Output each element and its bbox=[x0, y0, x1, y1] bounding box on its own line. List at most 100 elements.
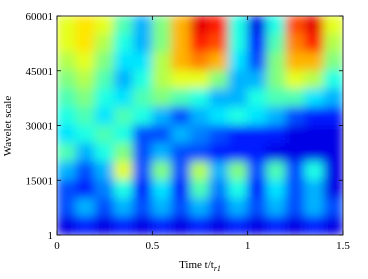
heatmap-cell bbox=[285, 216, 306, 235]
heatmap-cell bbox=[94, 143, 115, 163]
heatmap-cell bbox=[94, 161, 115, 181]
heatmap-cell bbox=[132, 88, 153, 108]
heatmap-cell bbox=[189, 106, 211, 126]
heatmap-cell bbox=[113, 70, 134, 90]
heatmap-cell bbox=[247, 216, 268, 235]
heatmap-cell bbox=[94, 106, 115, 126]
heatmap-cell bbox=[247, 70, 268, 90]
heatmap-cell bbox=[57, 143, 77, 163]
heatmap-cell bbox=[247, 161, 268, 181]
heatmap-cell bbox=[151, 88, 172, 108]
heatmap-cell bbox=[247, 125, 268, 145]
x-axis-label-subscript: r1 bbox=[214, 264, 221, 273]
heatmap-cell bbox=[113, 106, 134, 126]
heatmap-cell bbox=[170, 106, 191, 126]
heatmap-cell bbox=[94, 198, 115, 218]
heatmap-cell bbox=[132, 52, 153, 72]
heatmap-cell bbox=[113, 161, 134, 181]
heatmap-cell bbox=[285, 16, 306, 35]
heatmap-cell bbox=[304, 198, 325, 218]
heatmap-cell bbox=[132, 143, 153, 163]
heatmap-cell bbox=[132, 161, 153, 181]
heatmap-cell bbox=[75, 88, 96, 108]
heatmap-cell bbox=[304, 88, 325, 108]
heatmap-cell bbox=[209, 16, 230, 35]
heatmap-cell bbox=[170, 143, 191, 163]
heatmap-cell bbox=[170, 52, 191, 72]
heatmap-cell bbox=[57, 16, 77, 35]
y-tick-label: 60001 bbox=[26, 11, 54, 23]
heatmap-cell bbox=[170, 198, 191, 218]
heatmap-cell bbox=[228, 16, 249, 35]
heatmap-cell bbox=[132, 179, 153, 199]
heatmap-cell bbox=[247, 52, 268, 72]
heatmap-cell bbox=[228, 106, 249, 126]
heatmap-cell bbox=[170, 179, 191, 199]
heatmap-cell bbox=[285, 88, 306, 108]
heatmap-cell bbox=[266, 52, 287, 72]
heatmap-cell bbox=[113, 198, 134, 218]
heatmap-cell bbox=[57, 70, 77, 90]
heatmap-cell bbox=[323, 161, 343, 181]
heatmap-cell bbox=[151, 198, 172, 218]
heatmap-cell bbox=[209, 216, 230, 235]
heatmap-cell bbox=[75, 52, 96, 72]
heatmap-cell bbox=[75, 33, 96, 53]
y-tick-label: 30001 bbox=[26, 121, 54, 133]
heatmap-cell bbox=[94, 33, 115, 53]
heatmap-cell bbox=[75, 179, 96, 199]
heatmap-cell bbox=[132, 106, 153, 126]
heatmap-cell bbox=[170, 33, 191, 53]
heatmap-cell bbox=[151, 70, 172, 90]
heatmap-cell bbox=[75, 161, 96, 181]
heatmap-cell bbox=[94, 88, 115, 108]
heatmap-cell bbox=[209, 33, 230, 53]
y-tick-label: 45001 bbox=[26, 66, 54, 78]
heatmap-cell bbox=[323, 70, 343, 90]
heatmap-cell bbox=[189, 161, 211, 181]
heatmap-cell bbox=[266, 70, 287, 90]
heatmap-cell bbox=[323, 179, 343, 199]
heatmap-cell bbox=[170, 70, 191, 90]
x-axis-label: Time t/tr1 bbox=[179, 259, 221, 273]
x-tick-label: 1.5 bbox=[336, 240, 350, 252]
heatmap-cell bbox=[57, 125, 77, 145]
heatmap-cell bbox=[285, 179, 306, 199]
heatmap-cell bbox=[323, 52, 343, 72]
heatmap-cell bbox=[266, 179, 287, 199]
heatmap-cell bbox=[57, 161, 77, 181]
heatmap-cell bbox=[151, 52, 172, 72]
heatmap-cell bbox=[228, 179, 249, 199]
heatmap-cell bbox=[189, 16, 211, 35]
heatmap-cell bbox=[247, 179, 268, 199]
heatmap-cell bbox=[151, 125, 172, 145]
heatmap-cell bbox=[151, 143, 172, 163]
heatmap-cell bbox=[228, 88, 249, 108]
heatmap-cell bbox=[285, 70, 306, 90]
heatmap-cell bbox=[247, 16, 268, 35]
heatmap bbox=[57, 16, 343, 235]
heatmap-cell bbox=[132, 125, 153, 145]
heatmap-cell bbox=[151, 179, 172, 199]
heatmap-cell bbox=[57, 33, 77, 53]
heatmap-cell bbox=[266, 16, 287, 35]
heatmap-cell bbox=[151, 33, 172, 53]
heatmap-cell bbox=[132, 198, 153, 218]
heatmap-cell bbox=[75, 70, 96, 90]
heatmap-cell bbox=[189, 143, 211, 163]
heatmap-cell bbox=[151, 16, 172, 35]
heatmap-cell bbox=[57, 216, 77, 235]
heatmap-cell bbox=[170, 16, 191, 35]
heatmap-cell bbox=[132, 216, 153, 235]
heatmap-cell bbox=[209, 52, 230, 72]
y-tick-label: 15001 bbox=[26, 175, 54, 187]
heatmap-cell bbox=[285, 106, 306, 126]
heatmap-cell bbox=[285, 33, 306, 53]
heatmap-cell bbox=[189, 198, 211, 218]
heatmap-cell bbox=[247, 143, 268, 163]
heatmap-cell bbox=[57, 198, 77, 218]
heatmap-cell bbox=[94, 16, 115, 35]
heatmap-cell bbox=[228, 216, 249, 235]
x-tick-label: 0 bbox=[54, 240, 60, 252]
